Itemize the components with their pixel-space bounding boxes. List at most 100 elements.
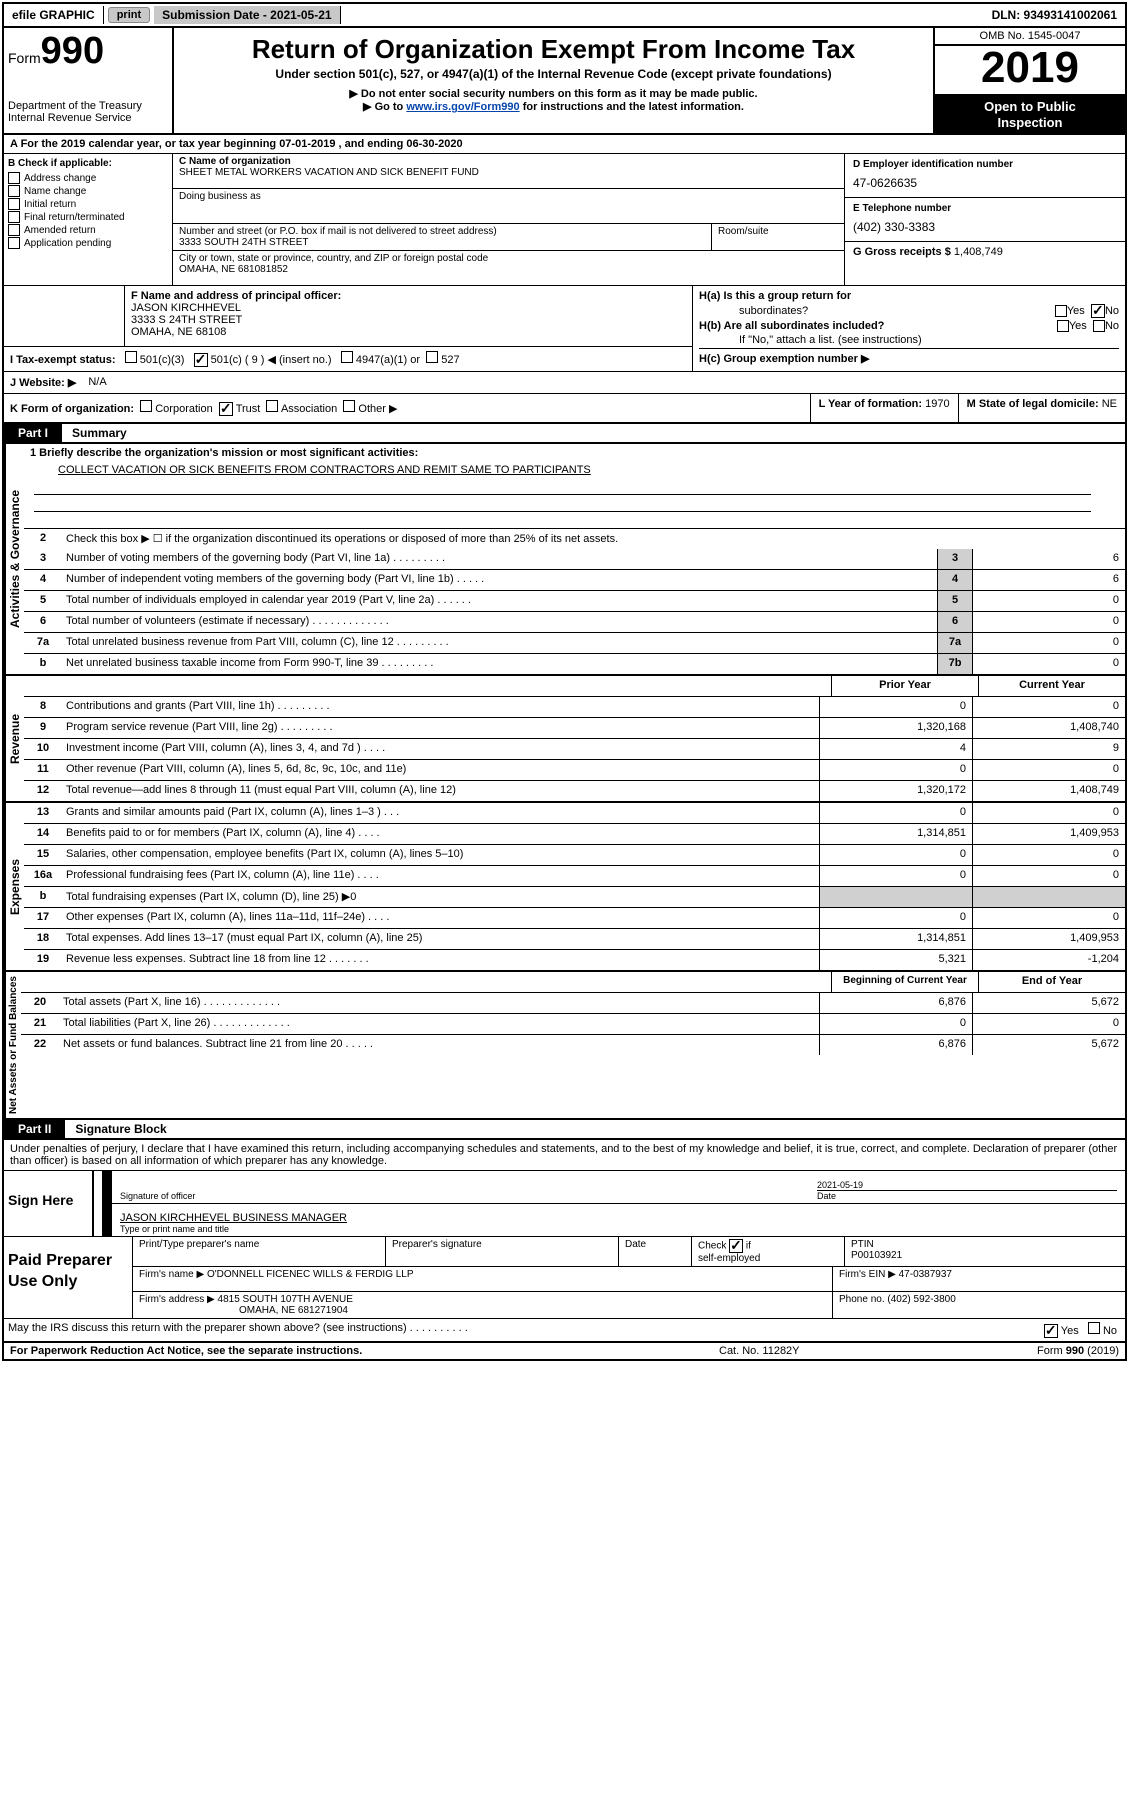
cb-self-employed[interactable] <box>729 1239 743 1253</box>
curr-val: 1,409,953 <box>972 824 1125 844</box>
curr-val: 5,672 <box>972 1035 1125 1055</box>
check-label: Check <box>698 1241 726 1252</box>
inspection-badge: Open to Public Inspection <box>935 96 1125 133</box>
firm-ein-label: Firm's EIN ▶ <box>839 1269 896 1280</box>
opt-trust: Trust <box>236 403 261 415</box>
opt-501c: 501(c) ( 9 ) ◀ (insert no.) <box>211 354 332 366</box>
gov-line-7a: 7a Total unrelated business revenue from… <box>24 633 1125 654</box>
sign-right: Signature of officer 2021-05-19 Date JAS… <box>92 1171 1125 1236</box>
header-right: OMB No. 1545-0047 2019 Open to Public In… <box>933 28 1125 133</box>
line-num: 10 <box>24 739 62 759</box>
curr-val <box>972 887 1125 907</box>
dln-label: DLN: 93493141002061 <box>984 6 1125 24</box>
perjury-statement: Under penalties of perjury, I declare th… <box>4 1140 1125 1171</box>
col-c-org-info: C Name of organization SHEET METAL WORKE… <box>173 154 845 285</box>
blank <box>24 676 62 696</box>
curr-val: 0 <box>972 908 1125 928</box>
org-name-label: C Name of organization <box>179 156 291 167</box>
cb-501c[interactable] <box>194 353 208 367</box>
hb-note-row: If "No," attach a list. (see instruction… <box>699 334 1119 346</box>
blank <box>59 972 831 992</box>
print-button[interactable]: print <box>108 7 150 23</box>
cb-527[interactable] <box>426 351 438 363</box>
form-number: 990 <box>41 30 104 72</box>
cb-trust[interactable] <box>219 402 233 416</box>
line-desc: Total revenue—add lines 8 through 11 (mu… <box>62 781 819 801</box>
m-cell: M State of legal domicile: NE <box>958 394 1125 422</box>
vert-balances: Net Assets or Fund Balances <box>4 972 21 1118</box>
cb-assoc[interactable] <box>266 400 278 412</box>
cb-501c3[interactable] <box>125 351 137 363</box>
cb-discuss-no[interactable] <box>1088 1322 1100 1334</box>
prior-val: 0 <box>819 803 972 823</box>
cb-other[interactable] <box>343 400 355 412</box>
room-cell: Room/suite <box>712 224 844 250</box>
prep-row3: Firm's address ▶ 4815 SOUTH 107TH AVENUE… <box>133 1292 1125 1318</box>
cb-address-change[interactable]: Address change <box>8 172 168 184</box>
opt-corp: Corporation <box>155 403 212 415</box>
prior-val: 0 <box>819 1014 972 1034</box>
prep-date-label: Date <box>625 1239 685 1250</box>
line-num: 21 <box>21 1014 59 1034</box>
line-box: 6 <box>937 612 972 632</box>
col-b-head: B Check if applicable: <box>8 158 168 169</box>
curr-val: 1,408,740 <box>972 718 1125 738</box>
prep-row2: Firm's name ▶ O'DONNELL FICENEC WILLS & … <box>133 1267 1125 1292</box>
cb-hb-yes[interactable] <box>1057 320 1069 332</box>
bal-header-row: Beginning of Current Year End of Year <box>21 972 1125 993</box>
form990-link[interactable]: www.irs.gov/Form990 <box>406 101 519 113</box>
line-num: b <box>24 654 62 674</box>
sig-date-label: Date <box>817 1190 1117 1201</box>
cb-ha-no[interactable] <box>1091 304 1105 318</box>
line-desc: Other expenses (Part IX, column (A), lin… <box>62 908 819 928</box>
line-box: 7a <box>937 633 972 653</box>
discuss-answers: Yes No <box>1036 1319 1125 1341</box>
if-label: if <box>746 1241 751 1252</box>
part2-header: Part II Signature Block <box>4 1120 1125 1140</box>
mission-box: 1 Briefly describe the organization's mi… <box>24 444 1125 529</box>
no-label: No <box>1105 305 1119 317</box>
cb-amended[interactable]: Amended return <box>8 224 168 236</box>
cb-4947[interactable] <box>341 351 353 363</box>
no-label: No <box>1103 1325 1117 1337</box>
curr-val: 0 <box>972 845 1125 865</box>
cb-application-pending[interactable]: Application pending <box>8 237 168 249</box>
cb-ha-yes[interactable] <box>1055 305 1067 317</box>
cb-name-change[interactable]: Name change <box>8 185 168 197</box>
line-17: 17 Other expenses (Part IX, column (A), … <box>24 908 1125 929</box>
line-21: 21 Total liabilities (Part X, line 26) .… <box>21 1014 1125 1035</box>
row-i-tax-status: I Tax-exempt status: 501(c)(3) 501(c) ( … <box>10 351 686 367</box>
cb-corp[interactable] <box>140 400 152 412</box>
hc-row: H(c) Group exemption number ▶ <box>699 348 1119 365</box>
officer-city: OMAHA, NE 68108 <box>131 326 226 338</box>
curr-val: 0 <box>972 697 1125 717</box>
section-governance: Activities & Governance 1 Briefly descri… <box>4 444 1125 676</box>
dept-treasury: Department of the Treasury <box>8 100 168 112</box>
cb-final-return[interactable]: Final return/terminated <box>8 211 168 223</box>
paid-preparer-label: Paid Preparer Use Only <box>4 1237 132 1318</box>
line-10: 10 Investment income (Part VIII, column … <box>24 739 1125 760</box>
line-22: 22 Net assets or fund balances. Subtract… <box>21 1035 1125 1055</box>
cb-label: Address change <box>24 173 96 184</box>
prep-name-cell: Print/Type preparer's name <box>133 1237 386 1266</box>
prep-grid: Print/Type preparer's name Preparer's si… <box>132 1237 1125 1318</box>
submission-date: Submission Date - 2021-05-21 <box>154 6 340 24</box>
street-cell: Number and street (or P.O. box if mail i… <box>173 224 712 250</box>
part2-tab: Part II <box>4 1120 65 1138</box>
ptin-cell: PTIN P00103921 <box>845 1237 1125 1266</box>
cb-hb-no[interactable] <box>1093 320 1105 332</box>
curr-val: 1,409,953 <box>972 929 1125 949</box>
cb-initial-return[interactable]: Initial return <box>8 198 168 210</box>
prior-val: 1,320,168 <box>819 718 972 738</box>
k-label: K Form of organization: <box>10 403 134 415</box>
line-num: 2 <box>24 529 62 549</box>
website-value: N/A <box>82 372 112 393</box>
rev-header-row: Prior Year Current Year <box>24 676 1125 697</box>
line-desc: Total unrelated business revenue from Pa… <box>62 633 937 653</box>
curr-val: 0 <box>972 803 1125 823</box>
line-desc: Revenue less expenses. Subtract line 18 … <box>62 950 819 970</box>
form-header: Form990 Department of the Treasury Inter… <box>4 28 1125 135</box>
prep-date-cell: Date <box>619 1237 692 1266</box>
cb-discuss-yes[interactable] <box>1044 1324 1058 1338</box>
phone-value: (402) 330-3383 <box>853 220 1117 234</box>
